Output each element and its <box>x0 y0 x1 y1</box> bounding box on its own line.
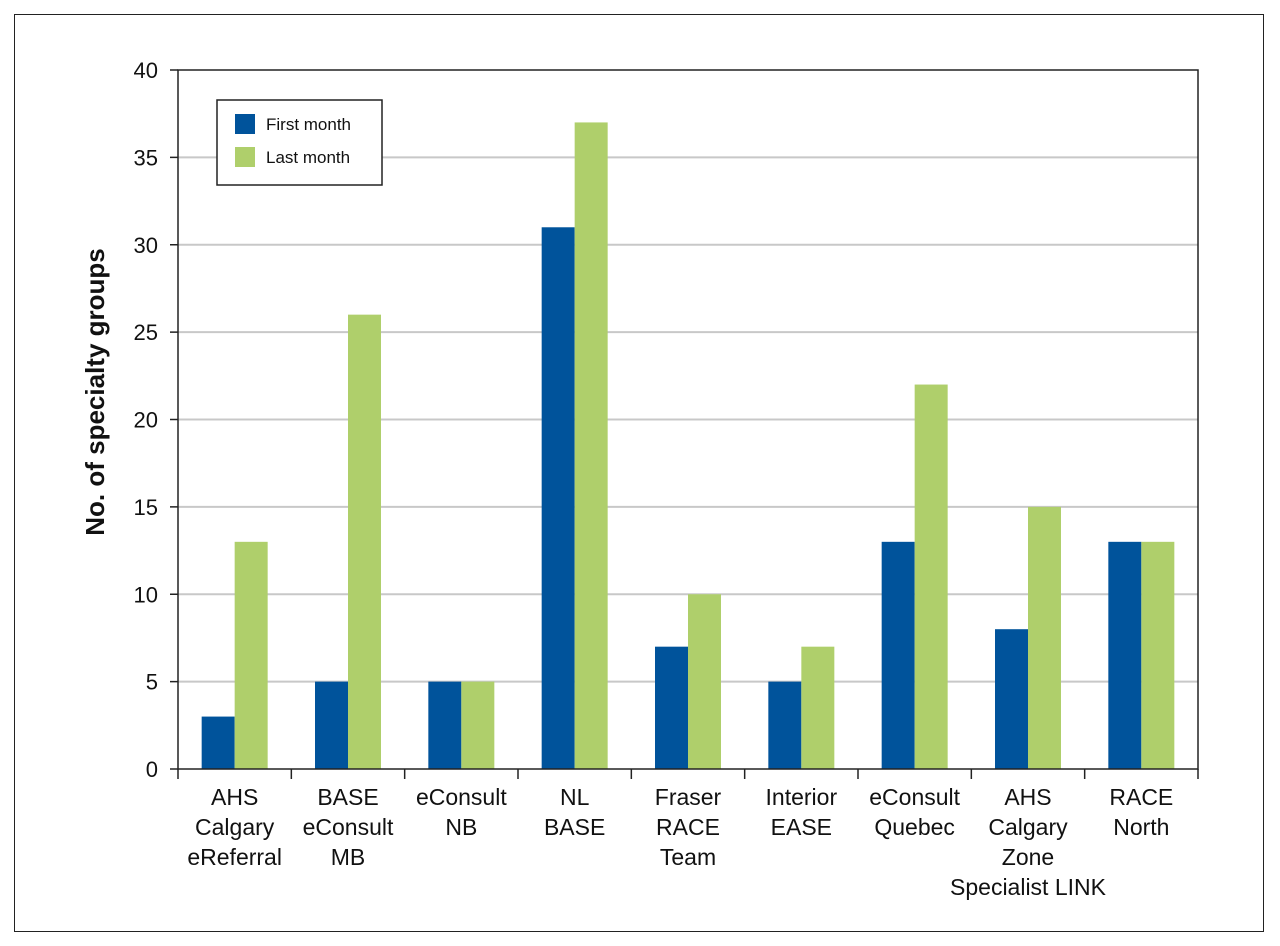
y-tick-label: 20 <box>134 408 158 433</box>
y-tick-label: 0 <box>146 757 158 782</box>
bar-last-month <box>461 681 495 769</box>
x-category-label: eConsult NB <box>416 784 507 840</box>
y-tick-label: 25 <box>134 320 158 345</box>
legend-label: First month <box>266 115 351 134</box>
bar-first-month <box>768 681 802 769</box>
bar-first-month <box>655 646 688 769</box>
y-axis-label: No. of specialty groups <box>80 248 110 536</box>
bar-last-month <box>914 384 948 769</box>
bar-first-month <box>995 629 1028 769</box>
bar-first-month <box>881 541 915 769</box>
bar-last-month <box>688 594 721 769</box>
legend-swatch <box>235 114 255 134</box>
x-category-label: Fraser RACE Team <box>655 784 722 870</box>
y-tick-label: 30 <box>134 233 158 258</box>
legend-swatch <box>235 147 255 167</box>
x-category-label: Interior EASE <box>766 784 838 840</box>
x-category-label: NL BASE <box>544 784 605 840</box>
bar-first-month <box>201 716 235 769</box>
x-category-label: eConsult Quebec <box>869 784 960 840</box>
y-tick-label: 40 <box>134 58 158 83</box>
bar-last-month <box>801 646 835 769</box>
bars <box>201 122 1175 770</box>
bar-first-month <box>541 227 575 769</box>
y-tick-label: 5 <box>146 670 158 695</box>
x-category-label: AHS Calgary eReferral <box>187 784 282 870</box>
bar-last-month <box>1141 541 1175 769</box>
axes <box>170 69 1199 779</box>
chart-frame <box>14 14 1264 932</box>
bar-last-month <box>1028 506 1061 769</box>
legend: First month Last month <box>216 99 383 186</box>
legend-label: Last month <box>266 148 350 167</box>
y-tick-label: 15 <box>134 495 158 520</box>
x-category-label: RACE North <box>1109 784 1173 840</box>
y-tick-labels: 0 5 10 15 20 25 30 35 40 <box>134 58 158 782</box>
bar-first-month <box>315 681 348 769</box>
bar-first-month <box>1108 541 1142 769</box>
y-tick-label: 10 <box>134 582 158 607</box>
legend-box <box>216 99 383 186</box>
x-category-label: BASE eConsult MB <box>303 784 394 870</box>
bar-last-month <box>574 122 608 770</box>
x-category-label: AHS Calgary Zone Specialist LINK <box>950 784 1107 900</box>
y-tick-label: 35 <box>134 145 158 170</box>
bar-last-month <box>234 541 268 769</box>
bar-last-month <box>348 314 381 769</box>
bar-first-month <box>428 681 462 769</box>
